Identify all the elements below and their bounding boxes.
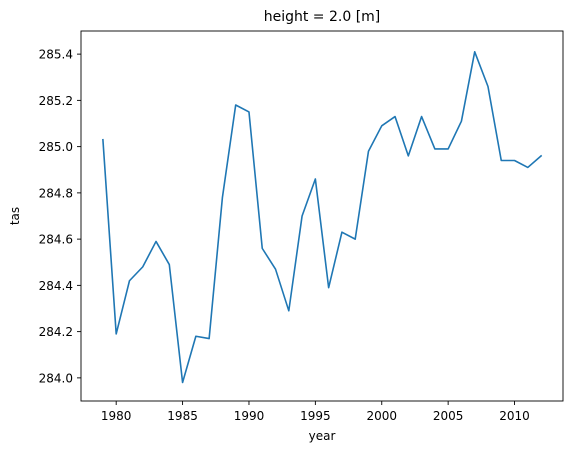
x-tick-label: 1990	[234, 409, 265, 423]
series-line	[102, 51, 543, 384]
x-axis-label: year	[309, 429, 336, 443]
y-axis-label: tas	[8, 207, 22, 225]
plot-area	[102, 51, 543, 384]
x-tick-label: 1980	[101, 409, 132, 423]
chart-title: height = 2.0 [m]	[264, 9, 381, 25]
x-tick-label: 2005	[433, 409, 464, 423]
y-tick-label: 285.2	[39, 94, 73, 108]
y-tick-label: 284.6	[39, 233, 73, 247]
y-tick-label: 285.0	[39, 140, 73, 154]
x-tick-label: 2010	[499, 409, 530, 423]
y-tick-label: 284.4	[39, 279, 73, 293]
y-tick-label: 284.8	[39, 186, 73, 200]
y-axis: 284.0 284.2 284.4 284.6 284.8 285.0 285.2 285.4	[39, 48, 81, 385]
y-tick-label: 284.2	[39, 325, 73, 339]
y-tick-label: 285.4	[39, 48, 73, 62]
x-tick-label: 1995	[300, 409, 331, 423]
axes-frame	[80, 30, 564, 402]
x-axis: 1980 1985 1990 1995 2000 2005 2010	[101, 401, 530, 423]
y-tick-label: 284.0	[39, 371, 73, 385]
x-tick-label: 2000	[366, 409, 397, 423]
x-tick-label: 1985	[167, 409, 198, 423]
